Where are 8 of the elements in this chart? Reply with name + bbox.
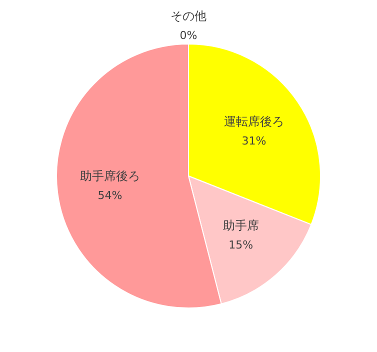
slice-label: 助手席後ろ <box>80 168 140 183</box>
text: 0% <box>180 29 198 42</box>
data-label: 31% <box>242 134 266 148</box>
slice-label: 助手席 <box>222 218 259 232</box>
category-label: その他 <box>170 9 206 23</box>
data-label: 54% <box>98 188 122 202</box>
data-label: 15% <box>228 238 254 252</box>
slice-label: 運転席後ろ <box>224 114 284 128</box>
